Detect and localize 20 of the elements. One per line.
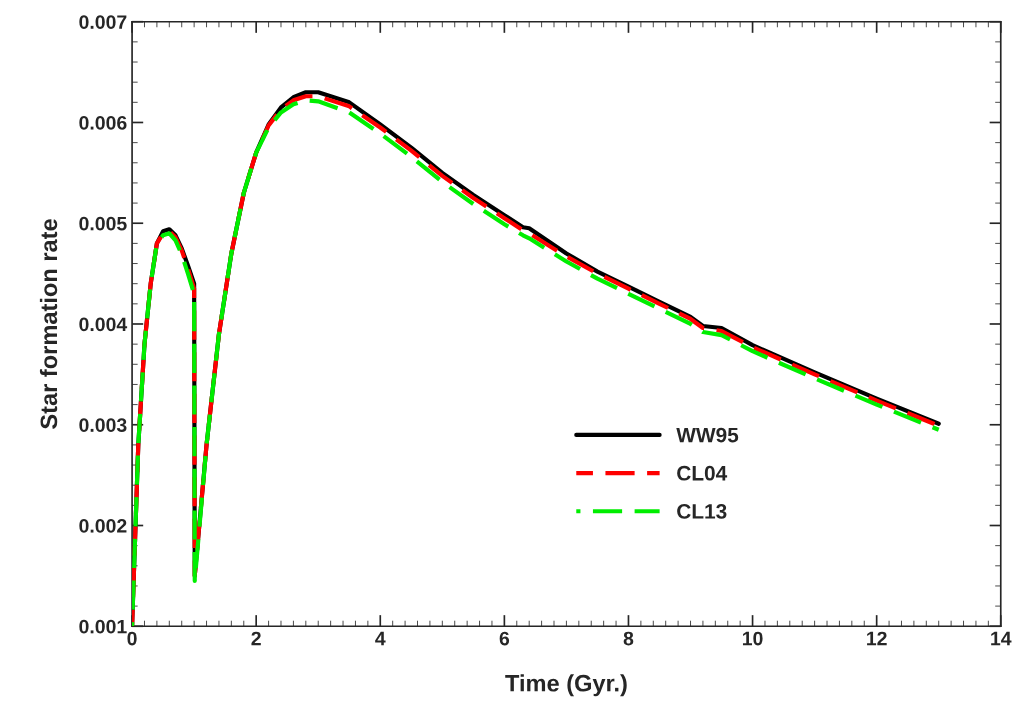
y-tick-label: 0.003 [79,418,127,433]
y-tick-label: 0.007 [79,15,127,29]
x-tick-label: 14 [991,631,1012,646]
y-tick-label: 0.004 [79,317,128,332]
y-tick-label: 0.006 [79,115,127,130]
y-tick-label: 0.002 [79,518,127,533]
y-tick-label: 0.005 [79,216,127,231]
legend-label: WW95 [676,427,739,443]
x-tick-label: 4 [375,631,386,646]
x-tick-label: 6 [499,631,510,646]
x-tick-label: 2 [251,631,261,646]
legend-label: CL13 [677,504,727,519]
y-axis-title: Star formation rate [39,219,58,429]
x-tick-label: 12 [867,631,887,646]
x-axis-title: Time (Gyr.) [505,674,627,697]
x-tick-label: 10 [742,631,763,646]
y-tick-label: 0.001 [79,619,127,634]
x-tick-label: 8 [623,631,634,646]
x-tick-label: 0 [127,631,137,646]
legend-label: CL04 [677,465,728,481]
